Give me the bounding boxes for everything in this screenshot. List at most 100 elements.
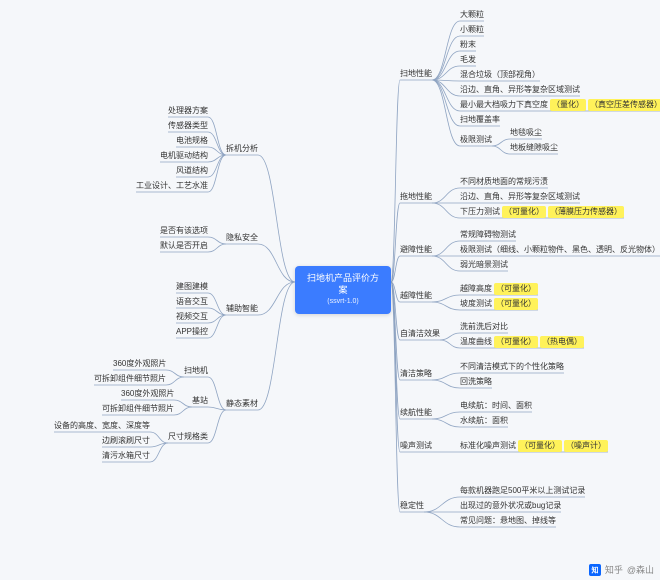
r2-selfcl-1-highlight: （热电偶） (540, 336, 584, 348)
root-subtitle: (ssvrt-1.0) (303, 296, 383, 308)
l1-still: 静态素材 (226, 398, 258, 410)
r2-sweep-3: 毛发 (460, 54, 476, 66)
r1-climb: 越障性能 (400, 290, 432, 302)
l3-still-1-0: 360度外观照片 (121, 388, 174, 400)
r2-climb-0-label: 越障高度 (460, 284, 492, 293)
r1-avoid: 避障性能 (400, 244, 432, 256)
r1-strat: 清洁策略 (400, 368, 432, 380)
l2-assist-3-label: APP操控 (176, 327, 208, 336)
r3-sweep-8-0: 地毯吸尘 (510, 127, 542, 139)
r2-climb-1-label: 坡度测试 (460, 299, 492, 308)
r1-endur-label: 续航性能 (400, 408, 432, 417)
l2-teardown-4: 风道结构 (176, 165, 208, 177)
l1-teardown-label: 拆机分析 (226, 144, 258, 153)
l1-privacy: 隐私安全 (226, 232, 258, 244)
l2-teardown-3: 电机驱动结构 (160, 150, 208, 162)
l1-assist-label: 辅助智能 (226, 304, 258, 313)
l2-privacy-0-label: 是否有该选项 (160, 226, 208, 235)
l2-teardown-2-label: 电池规格 (176, 136, 208, 145)
l2-teardown-3-label: 电机驱动结构 (160, 151, 208, 160)
r2-stable-2-label: 常见问题：悬地图、掉线等 (460, 516, 556, 525)
l2-still-1-label: 基站 (192, 396, 208, 405)
l2-still-2: 尺寸规格类 (168, 431, 208, 443)
r2-endur-1: 水续航：面积 (460, 415, 508, 427)
r2-sweep-6-label: 最小最大档吸力下真空度 (460, 100, 548, 109)
r2-noise-0-highlight: （噪声计） (564, 440, 608, 452)
r2-sweep-4: 混合垃圾（顶部视角） (460, 69, 540, 81)
r1-mop: 拖地性能 (400, 191, 432, 203)
r2-avoid-1: 极限测试（细线、小颗粒物件、黑色、透明、反光物体） (460, 244, 660, 256)
r2-mop-2-highlight: （薄膜压力传感器） (548, 206, 624, 218)
r2-strat-1-label: 回洗策略 (460, 377, 492, 386)
r2-sweep-0-label: 大颗粒 (460, 10, 484, 19)
r1-noise-label: 噪声测试 (400, 441, 432, 450)
r2-climb-0: 越障高度（可量化） (460, 283, 538, 295)
r2-strat-0-label: 不同清洁模式下的个性化策略 (460, 362, 564, 371)
r2-avoid-0-label: 常规障碍物测试 (460, 230, 516, 239)
l2-teardown-0: 处理器方案 (168, 105, 208, 117)
r2-mop-1: 沿边、直角、异形等复杂区域测试 (460, 191, 580, 203)
r2-selfcl-0: 洗前洗后对比 (460, 321, 508, 333)
l2-teardown-4-label: 风道结构 (176, 166, 208, 175)
watermark-author: @森山 (627, 563, 654, 576)
l2-still-0: 扫地机 (184, 365, 208, 377)
r2-avoid-2: 弱光暗景测试 (460, 259, 508, 271)
l3-still-1-0-label: 360度外观照片 (121, 389, 174, 398)
r2-selfcl-1-highlight: （可量化） (494, 336, 538, 348)
r1-strat-label: 清洁策略 (400, 369, 432, 378)
l2-assist-2-label: 视频交互 (176, 312, 208, 321)
r2-mop-2-highlight: （可量化） (502, 206, 546, 218)
l3-still-2-2-label: 清污水箱尺寸 (102, 451, 150, 460)
r2-stable-0: 每款机器跑足500平米以上测试记录 (460, 485, 585, 497)
root-title: 扫地机产品评价方案 (303, 272, 383, 296)
r1-selfcl: 自清洁效果 (400, 328, 440, 340)
r2-avoid-1-label: 极限测试（细线、小颗粒物件、黑色、透明、反光物体） (460, 245, 660, 254)
r2-sweep-1: 小颗粒 (460, 24, 484, 36)
r1-stable-label: 稳定性 (400, 501, 424, 510)
r2-climb-0-highlight: （可量化） (494, 283, 538, 295)
r2-sweep-6-highlight: （量化） (550, 99, 586, 111)
l3-still-2-2: 清污水箱尺寸 (102, 450, 150, 462)
r2-sweep-4-label: 混合垃圾（顶部视角） (460, 70, 540, 79)
r2-sweep-7-label: 扫地覆盖率 (460, 115, 500, 124)
l2-still-0-label: 扫地机 (184, 366, 208, 375)
r2-stable-1-label: 出现过的意外状况或bug记录 (460, 501, 561, 510)
r2-avoid-2-label: 弱光暗景测试 (460, 260, 508, 269)
r3-sweep-8-1-label: 地板缝隙吸尘 (510, 143, 558, 152)
l2-teardown-1-label: 传感器类型 (168, 121, 208, 130)
l3-still-2-0: 设备的高度、宽度、深度等 (54, 420, 150, 432)
r2-mop-2: 下压力测试（可量化）（薄膜压力传感器） (460, 206, 624, 218)
l2-assist-1-label: 语音交互 (176, 297, 208, 306)
r2-sweep-6-highlight: （真空压差传感器） (588, 99, 660, 111)
r2-sweep-2-label: 粉末 (460, 40, 476, 49)
r2-sweep-3-label: 毛发 (460, 55, 476, 64)
l1-teardown: 拆机分析 (226, 143, 258, 155)
l2-teardown-5: 工业设计、工艺水准 (136, 180, 208, 192)
l3-still-1-1: 可拆卸组件细节照片 (102, 403, 174, 415)
r2-climb-1-highlight: （可量化） (494, 298, 538, 310)
l2-assist-0: 建图建模 (176, 281, 208, 293)
r2-selfcl-1: 温度曲线（可量化）（热电偶） (460, 336, 584, 348)
r1-selfcl-label: 自清洁效果 (400, 329, 440, 338)
l2-assist-1: 语音交互 (176, 296, 208, 308)
r3-sweep-8-1: 地板缝隙吸尘 (510, 142, 558, 154)
r2-stable-1: 出现过的意外状况或bug记录 (460, 500, 561, 512)
l2-assist-3: APP操控 (176, 326, 208, 338)
r2-selfcl-0-label: 洗前洗后对比 (460, 322, 508, 331)
l1-assist: 辅助智能 (226, 303, 258, 315)
l1-privacy-label: 隐私安全 (226, 233, 258, 242)
r1-sweep: 扫地性能 (400, 68, 432, 80)
l2-assist-2: 视频交互 (176, 311, 208, 323)
r2-stable-2: 常见问题：悬地图、掉线等 (460, 515, 556, 527)
r3-sweep-8-0-label: 地毯吸尘 (510, 128, 542, 137)
r2-noise-0-label: 标准化噪声测试 (460, 441, 516, 450)
l2-still-2-label: 尺寸规格类 (168, 432, 208, 441)
r2-sweep-2: 粉末 (460, 39, 476, 51)
r1-avoid-label: 避障性能 (400, 245, 432, 254)
r1-noise: 噪声测试 (400, 440, 432, 452)
r1-climb-label: 越障性能 (400, 291, 432, 300)
l2-privacy-1: 默认是否开启 (160, 240, 208, 252)
l3-still-0-0: 360度外观照片 (113, 358, 166, 370)
r2-endur-1-label: 水续航：面积 (460, 416, 508, 425)
r2-avoid-0: 常规障碍物测试 (460, 229, 516, 241)
